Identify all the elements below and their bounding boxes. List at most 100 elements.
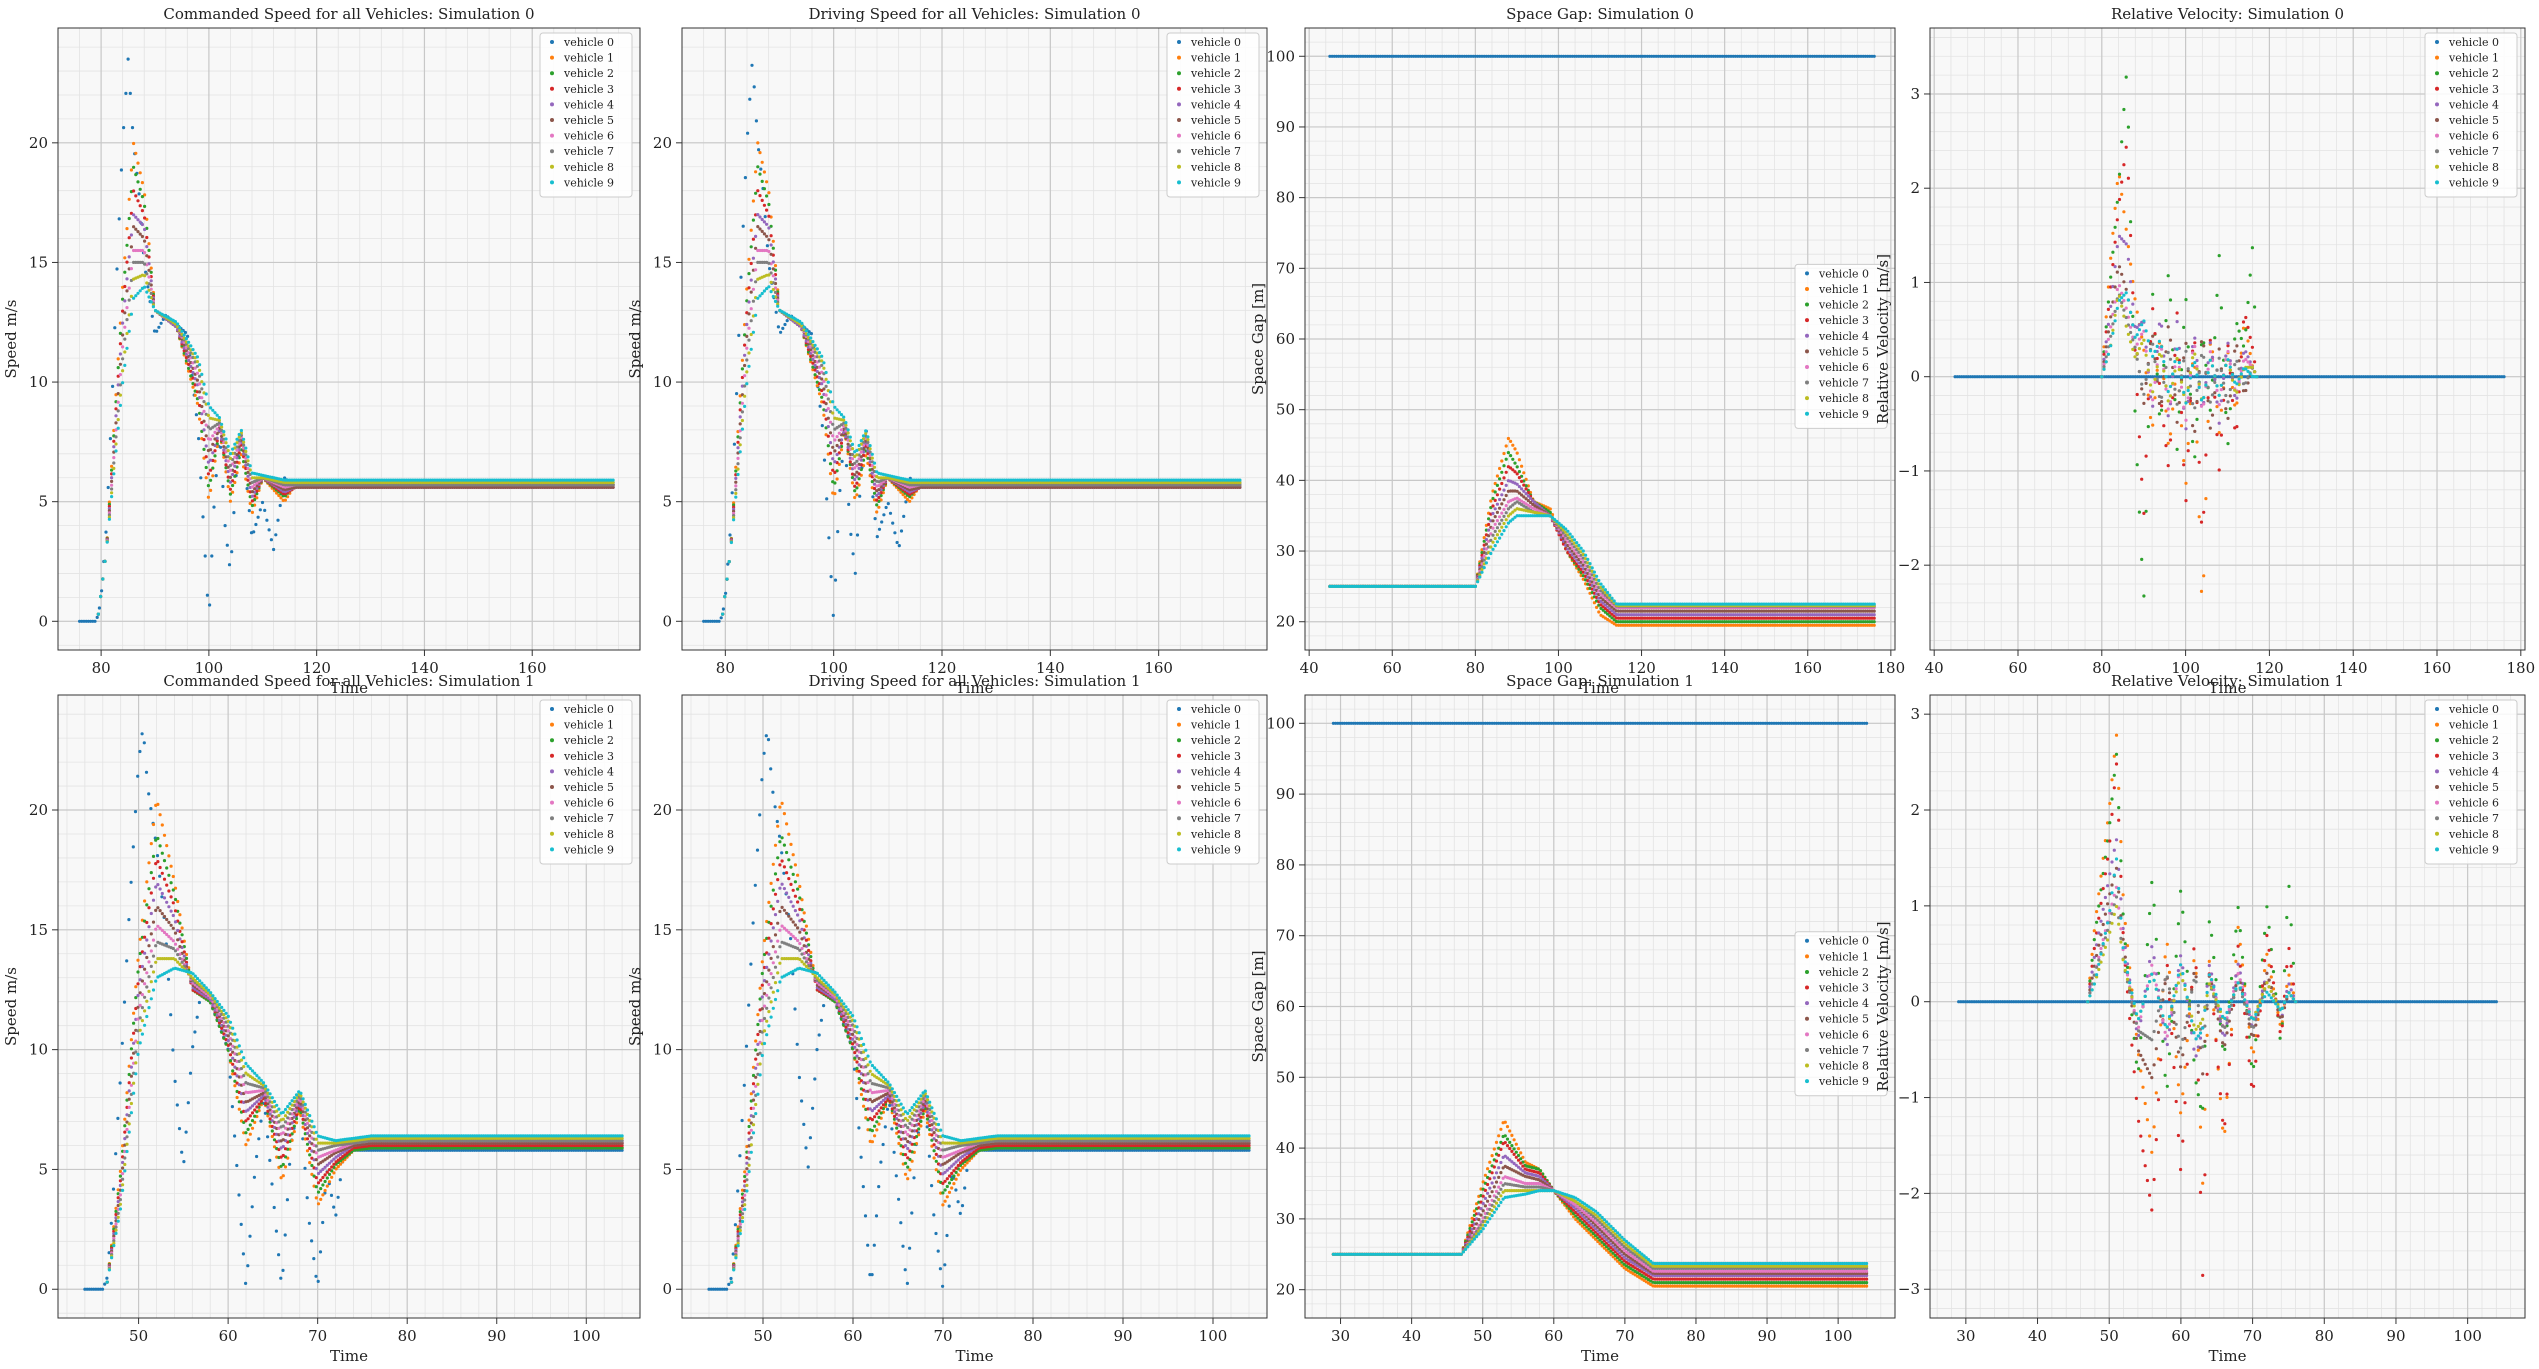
data-point (1123, 480, 1128, 485)
data-point (1049, 485, 1053, 489)
legend-marker (550, 71, 554, 76)
data-point (549, 485, 554, 489)
data-point (1139, 485, 1143, 489)
data-point (563, 478, 567, 482)
data-point (248, 464, 252, 468)
data-point (752, 85, 756, 89)
data-point (870, 452, 874, 456)
data-point (1178, 483, 1183, 487)
data-point (1029, 485, 1033, 489)
data-point (932, 478, 936, 482)
data-point (857, 466, 861, 470)
data-point (1112, 483, 1116, 487)
data-point (767, 214, 771, 218)
data-point (461, 480, 466, 485)
data-point (969, 485, 974, 489)
data-point (231, 447, 235, 451)
data-point (1055, 478, 1059, 482)
data-point (244, 449, 248, 454)
data-point (532, 478, 536, 482)
data-point (747, 312, 751, 316)
data-point (107, 500, 111, 504)
data-point (369, 485, 373, 489)
data-point (134, 227, 138, 231)
data-point (582, 485, 587, 489)
data-point (930, 483, 934, 487)
data-point (127, 329, 131, 333)
data-point (826, 434, 830, 438)
data-point (1156, 483, 1161, 487)
data-point (1002, 478, 1007, 482)
data-point (743, 384, 747, 388)
data-point (739, 275, 743, 279)
data-point (857, 472, 861, 476)
data-point (125, 227, 129, 231)
data-point (1095, 483, 1099, 487)
data-point (835, 452, 839, 457)
data-point (983, 483, 987, 487)
data-point (1005, 478, 1009, 482)
data-point (1082, 478, 1086, 482)
data-point (736, 456, 740, 460)
data-point (406, 480, 411, 485)
data-point (248, 501, 252, 506)
data-point (1220, 485, 1224, 489)
data-point (600, 485, 604, 489)
data-point (116, 409, 120, 413)
data-point (839, 428, 844, 432)
data-point (1181, 483, 1185, 487)
data-point (855, 475, 859, 479)
data-point (369, 483, 373, 487)
legend-entry: vehicle 8 (563, 161, 614, 174)
data-point (604, 483, 609, 487)
data-point (1035, 485, 1039, 489)
data-point (1128, 483, 1132, 487)
data-point (607, 483, 611, 487)
data-point (571, 485, 576, 489)
data-point (963, 480, 967, 485)
data-point (343, 478, 347, 482)
data-point (983, 480, 987, 485)
data-point (239, 443, 243, 447)
data-point (813, 343, 817, 347)
data-point (1211, 478, 1216, 482)
data-point (736, 440, 740, 444)
data-point (378, 480, 382, 485)
data-point (466, 480, 470, 485)
data-point (255, 481, 259, 485)
data-point (1042, 485, 1046, 489)
data-point (121, 309, 125, 313)
legend-marker (550, 164, 554, 169)
data-point (1203, 478, 1207, 482)
data-point (1016, 478, 1020, 482)
data-point (580, 483, 584, 487)
data-point (1110, 478, 1114, 482)
data-point (936, 485, 940, 489)
data-point (305, 480, 309, 485)
data-point (734, 480, 738, 484)
data-point (453, 478, 457, 482)
data-point (512, 485, 516, 489)
data-point (393, 478, 397, 482)
data-point (1159, 485, 1163, 489)
data-point (1104, 485, 1108, 489)
data-point (868, 444, 872, 448)
data-point (1033, 478, 1037, 482)
data-point (1020, 485, 1024, 489)
data-point (751, 299, 756, 303)
data-point (1049, 483, 1053, 487)
data-point (976, 485, 980, 489)
legend-entry: vehicle 6 (1190, 130, 1241, 143)
data-point (950, 485, 954, 489)
legend-marker (1177, 55, 1181, 60)
data-point (768, 267, 772, 271)
data-point (807, 330, 811, 334)
data-point (554, 483, 558, 487)
data-point (976, 478, 980, 482)
data-point (925, 483, 929, 487)
data-point (155, 329, 159, 333)
data-point (963, 485, 967, 489)
data-point (1187, 485, 1191, 489)
data-point (195, 355, 199, 359)
data-point (184, 337, 188, 341)
